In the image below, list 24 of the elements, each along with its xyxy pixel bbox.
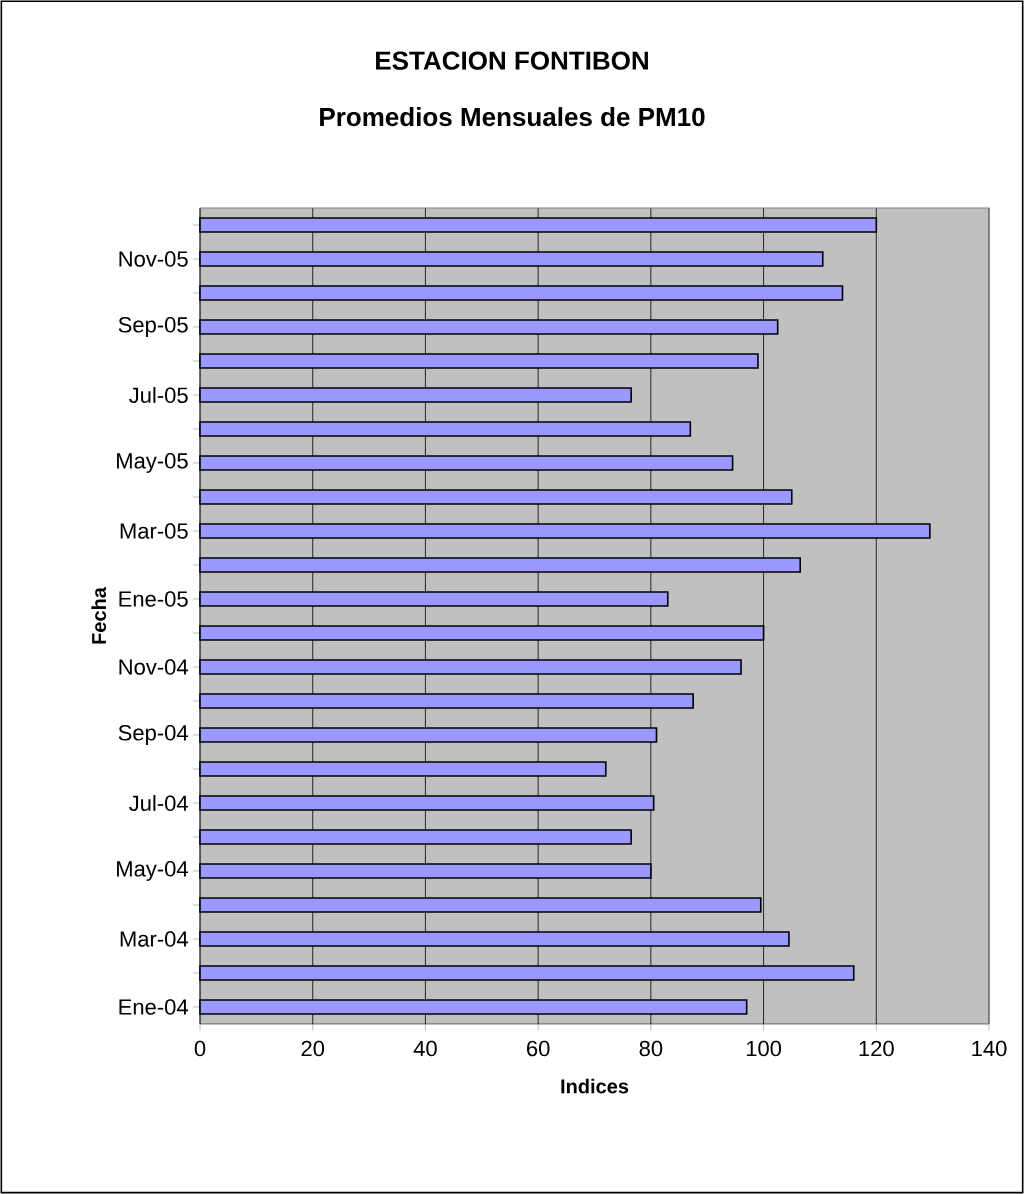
x-tick-label: 40: [413, 1040, 437, 1057]
y-tick-label: Nov-04: [119, 659, 188, 675]
y-axis-title: Fecha: [91, 586, 107, 644]
y-tick-label: Ene-04: [119, 999, 188, 1015]
y-tick-label: Ene-05: [119, 591, 188, 607]
y-tick-label: Nov-05: [119, 251, 188, 267]
x-tick-label: 100: [746, 1040, 782, 1057]
y-tick-label: May-05: [117, 453, 188, 473]
y-tick-label: Mar-04: [120, 931, 188, 947]
y-tick-label: Jul-05: [129, 386, 188, 404]
y-tick-label: Sep-05: [118, 317, 188, 337]
x-tick-label: 0: [194, 1040, 206, 1057]
y-tick-label: Sep-04: [118, 725, 188, 745]
x-tick-label: 120: [859, 1040, 894, 1057]
x-tick-label: 60: [527, 1040, 550, 1057]
x-tick-label: 20: [301, 1040, 325, 1057]
x-tick-label: 140: [972, 1040, 1007, 1057]
y-tick-label: May-04: [117, 861, 188, 881]
chart-title: ESTACION FONTIBON: [376, 51, 648, 70]
x-axis-title: Indices: [561, 1078, 629, 1094]
y-tick-label: Mar-05: [120, 523, 188, 539]
chart-subtitle: Promedios Mensuales de PM10: [320, 107, 705, 127]
x-tick-label: 80: [639, 1040, 663, 1057]
y-tick-label: Jul-04: [129, 794, 188, 812]
